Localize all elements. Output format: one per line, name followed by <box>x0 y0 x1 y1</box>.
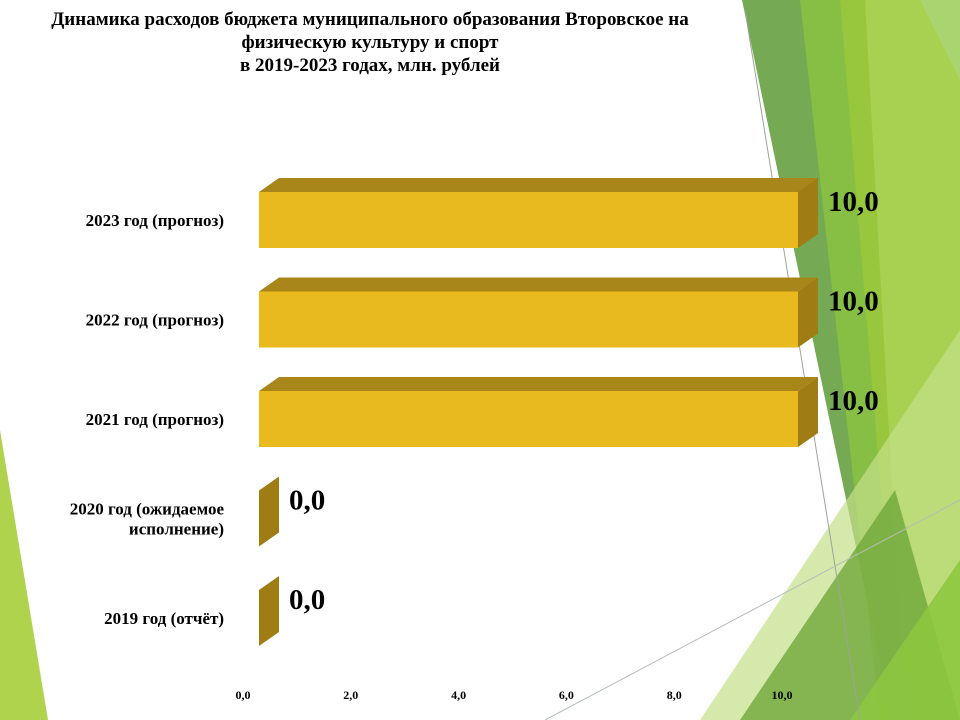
x-tick-label: 10,0 <box>772 688 793 702</box>
bg-thin-line-1 <box>744 9 861 720</box>
x-tick-label: 4,0 <box>451 688 466 702</box>
x-tick-label: 6,0 <box>559 688 574 702</box>
bg-thin-line-2 <box>544 499 960 720</box>
data-label: 10,0 <box>828 385 879 417</box>
bar-side <box>259 576 279 646</box>
category-label: 2023 год (прогноз) <box>86 211 224 230</box>
category-label: 2019 год (отчёт) <box>104 609 224 628</box>
category-label: 2022 год (прогноз) <box>86 311 224 330</box>
bar-top <box>259 178 818 192</box>
bg-shape-bottom-bright <box>850 560 960 720</box>
bg-shape-left <box>0 430 48 720</box>
bar-top <box>259 277 818 292</box>
title-line-2: физическую культуру и спорт <box>241 32 499 53</box>
bar-side <box>798 277 818 348</box>
title-line-1: Динамика расходов бюджета муниципального… <box>51 9 689 30</box>
bar-side <box>259 476 279 547</box>
x-tick-label: 8,0 <box>667 688 682 702</box>
bar-side <box>798 178 818 248</box>
category-label: исполнение) <box>129 520 224 539</box>
title-line-3: в 2019-2023 годах, млн. рублей <box>240 55 500 76</box>
data-label: 0,0 <box>289 485 325 517</box>
bar <box>259 192 798 248</box>
x-tick-label: 2,0 <box>343 688 358 702</box>
category-label: 2021 год (прогноз) <box>86 410 224 429</box>
category-label: 2020 год (ожидаемое <box>70 500 225 519</box>
bar-side <box>798 377 818 447</box>
chart-title: Динамика расходов бюджета муниципального… <box>0 8 740 77</box>
x-tick-label: 0,0 <box>236 688 251 702</box>
data-label: 10,0 <box>828 186 879 218</box>
bar <box>259 291 798 348</box>
data-label: 0,0 <box>289 584 325 616</box>
bar <box>259 391 798 447</box>
bar-top <box>259 377 818 391</box>
data-label: 10,0 <box>828 286 879 318</box>
